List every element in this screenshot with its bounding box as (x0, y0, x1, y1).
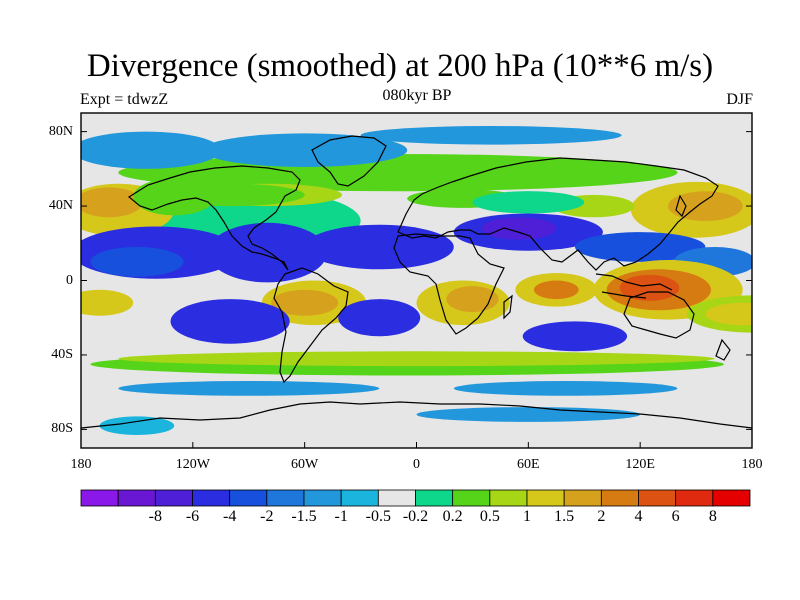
colorbar-label: 1 (523, 508, 531, 525)
colorbar-box (229, 489, 268, 507)
contour-region (533, 280, 579, 300)
contour-region (360, 126, 622, 145)
coastline-indonesia (595, 273, 673, 299)
y-tick-label: 80S (51, 421, 73, 437)
contour-region (99, 416, 175, 436)
colorbar-box (266, 489, 305, 507)
colorbar-label: 1.5 (554, 508, 575, 525)
x-tick-label: 60W (291, 457, 319, 472)
coastline-eurasia (397, 157, 719, 271)
colorbar-box (415, 489, 454, 507)
colorbar-box (638, 489, 677, 507)
colorbar-box (489, 489, 528, 507)
contour-fill-layer (81, 126, 752, 436)
colorbar-box (303, 489, 342, 507)
colorbar-label: 8 (708, 508, 717, 525)
coastline-layer (81, 135, 752, 429)
contour-region (619, 274, 680, 301)
contour-region (453, 381, 678, 396)
coastline-madagascar (503, 294, 513, 320)
x-tick-label: 60E (517, 457, 540, 472)
coastline-greenland (311, 135, 387, 187)
colorbar-boxes (80, 489, 751, 507)
contour-region (446, 286, 499, 313)
colorbar-label: -0.5 (365, 508, 391, 525)
colorbar-box (526, 489, 565, 507)
contour-region (81, 131, 221, 169)
colorbar-label: -2 (260, 508, 274, 525)
experiment-label: Expt = tdwzZ (80, 91, 169, 108)
contour-region (81, 187, 143, 218)
colorbar-box (563, 489, 602, 507)
coastline-australia (623, 291, 695, 339)
x-tick-label: 120E (625, 457, 655, 472)
contour-region (304, 224, 454, 270)
colorbar-box (600, 489, 639, 507)
contour-region (522, 321, 628, 352)
contour-region (90, 247, 184, 277)
contour-region (81, 289, 134, 316)
colorbar-label: 2 (597, 508, 606, 525)
colorbar-box (377, 489, 416, 507)
contour-region (271, 289, 339, 316)
colorbar-label: -1.5 (291, 508, 317, 525)
contour-region (705, 302, 752, 326)
contour-region (575, 232, 706, 262)
coastline-new-zealand (715, 338, 731, 361)
season-label: DJF (726, 91, 753, 108)
period-label: 080kyr BP (382, 87, 452, 104)
figure-title: Divergence (smoothed) at 200 hPa (10**6 … (86, 48, 714, 84)
y-tick-label: 80N (48, 123, 73, 139)
colorbar-box (452, 489, 491, 507)
colorbar-label: -4 (222, 508, 237, 525)
contour-region (202, 133, 408, 167)
contour-region (472, 191, 585, 214)
colorbar-box (80, 489, 119, 507)
colorbar-box (340, 489, 379, 507)
colorbar-label: -1 (334, 508, 348, 525)
y-tick-label: 0 (66, 272, 73, 288)
colorbar-box (117, 489, 156, 507)
x-tick-label: 180 (70, 457, 92, 472)
coastline-north-america (127, 165, 301, 271)
coastline-africa (393, 233, 505, 335)
axis-ticks (80, 131, 753, 448)
x-tick-label: 180 (741, 457, 763, 472)
contour-region (170, 299, 290, 344)
contour-region (155, 183, 305, 207)
colorbar-label: -8 (148, 508, 162, 525)
contour-region (118, 381, 380, 396)
y-tick-label: 40N (48, 198, 73, 214)
y-tick-label: 40S (51, 346, 73, 362)
map-plot-area (81, 113, 752, 448)
colorbar-box (675, 489, 714, 507)
x-tick-label: 0 (413, 457, 420, 472)
colorbar-label: -6 (185, 508, 200, 525)
contour-region (668, 191, 743, 222)
colorbar-box (192, 489, 231, 507)
colorbar-label: 6 (671, 508, 680, 525)
contour-region (118, 351, 715, 367)
colorbar-label: -0.2 (402, 508, 429, 525)
colorbar-label: 0.5 (479, 508, 500, 525)
coastline-south-america (273, 267, 349, 384)
x-tick-label: 120W (175, 457, 210, 472)
colorbar-box (154, 489, 193, 507)
contour-region (207, 222, 327, 283)
colorbar-label: 0.2 (442, 508, 463, 525)
coastline-japan (675, 194, 687, 218)
contour-region (481, 217, 557, 240)
colorbar-box (712, 489, 751, 507)
coastline-antarctica (81, 401, 752, 429)
contour-region (338, 299, 421, 337)
colorbar-label: 4 (634, 508, 643, 525)
